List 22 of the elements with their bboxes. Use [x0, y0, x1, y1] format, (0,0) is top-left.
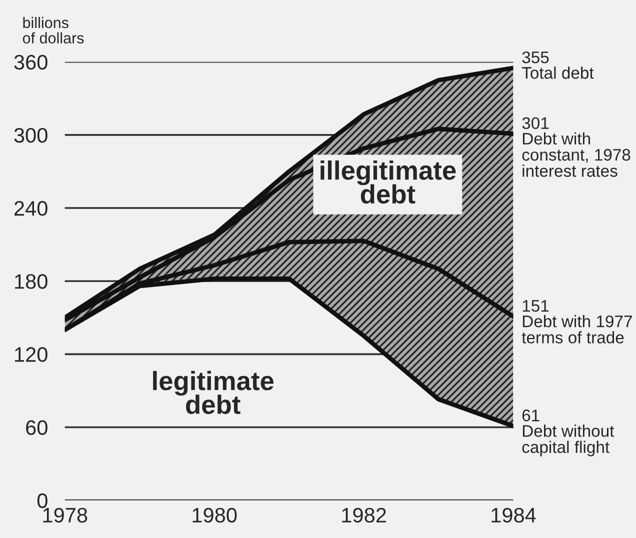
x-tick-label: 1984 [492, 508, 536, 523]
y-axis-title: billions of dollars [22, 16, 84, 44]
x-tick-label: 1978 [43, 508, 88, 523]
series-label: Debt with constant, 1978 interest rates [522, 132, 630, 177]
y-tick-label: 240 [14, 201, 48, 216]
x-tick-label: 1982 [342, 508, 386, 523]
data-label: 355 [522, 51, 549, 64]
annotation: legitimate debt [153, 370, 274, 414]
data-label: 61 [522, 410, 540, 422]
y-tick-label: 360 [14, 54, 48, 70]
series-label: Debt with 1977 terms of trade [522, 315, 632, 344]
annotation: illegitimate debt [320, 160, 456, 204]
series-label: Debt without capital flight [522, 424, 614, 456]
y-tick-label: 300 [14, 128, 48, 143]
y-tick-label: 60 [26, 420, 48, 436]
data-label: 151 [522, 300, 549, 312]
data-label: 301 [522, 117, 549, 130]
y-tick-label: 0 [37, 493, 48, 508]
x-tick-label: 1980 [192, 508, 237, 523]
series-label: Total debt [522, 66, 594, 79]
y-tick-label: 180 [15, 274, 48, 289]
y-tick-label: 120 [15, 347, 48, 362]
